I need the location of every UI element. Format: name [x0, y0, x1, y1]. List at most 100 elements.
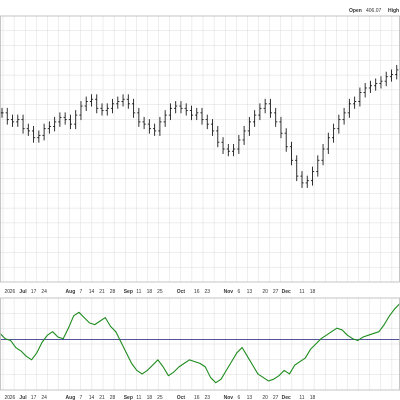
price-bar [231, 144, 236, 157]
price-bar [226, 144, 230, 157]
price-bar [168, 103, 173, 121]
price-bar [321, 144, 325, 166]
price-bars [0, 64, 399, 188]
price-bar [121, 94, 125, 107]
price-bar [263, 98, 267, 114]
price-bar [131, 98, 136, 118]
price-bar [205, 114, 209, 130]
price-bar [337, 114, 341, 134]
x-axis-bottom-day-label: 17 [31, 395, 37, 400]
price-bar [163, 110, 167, 127]
price-bar [16, 114, 20, 127]
price-bar [342, 107, 346, 125]
price-bar [316, 155, 320, 177]
x-axis-top-day-label: 17 [31, 289, 37, 295]
price-bar [116, 96, 120, 109]
price-bar [221, 137, 225, 154]
high-label: High [388, 8, 399, 14]
price-bar [295, 155, 299, 182]
price-bar [389, 69, 394, 82]
price-bar [58, 112, 62, 127]
open-value: 406.07 [366, 8, 382, 14]
x-axis-top-month-label: Sep [124, 289, 133, 295]
x-axis-bottom-month-label: Sep [124, 395, 133, 400]
price-bar [368, 80, 373, 93]
x-axis-top-day-label: 24 [41, 289, 47, 295]
price-bar [84, 96, 88, 112]
x-axis-bottom-day-label: 11 [299, 395, 304, 400]
price-bar [47, 121, 51, 134]
price-bar [31, 125, 36, 143]
price-bar [268, 98, 273, 118]
price-bar [395, 64, 399, 80]
price-bar [137, 107, 141, 127]
price-bar [331, 123, 336, 143]
x-axis-top-day-label: 11 [299, 289, 304, 295]
price-bar [289, 141, 294, 166]
price-bar [153, 123, 157, 136]
x-axis-top-day-label: 14 [89, 289, 95, 295]
x-axis-bottom-day-label: 24 [41, 395, 47, 400]
x-axis-bottom-day-label: 20 [4, 395, 10, 400]
price-bar [237, 134, 241, 154]
x-axis-top-day-label: 18 [147, 289, 153, 295]
price-bar [184, 103, 188, 116]
price-bar [200, 107, 204, 125]
x-axis-bottom-day-label: 23 [204, 395, 210, 400]
price-bar [179, 101, 183, 114]
price-bar [158, 116, 162, 136]
price-bar [310, 166, 315, 186]
price-bar [374, 78, 378, 91]
x-axis-top-day-label: 20 [4, 289, 10, 295]
price-bar [100, 103, 104, 116]
x-axis-top-day-label: 27 [273, 289, 279, 295]
x-axis-bottom-month-label: Nov [224, 395, 234, 400]
price-bar [142, 116, 146, 130]
price-bar [74, 110, 78, 130]
price-bar [258, 103, 262, 121]
indicator-lines [0, 303, 400, 384]
x-axis-top-month-label: Nov [224, 289, 234, 295]
price-bar [5, 107, 9, 125]
price-bar [384, 71, 388, 87]
x-axis-top-day-label: 7 [80, 289, 83, 295]
price-bar [37, 130, 41, 143]
price-bar [174, 101, 178, 114]
indicator-series-line [0, 303, 400, 384]
price-bar [89, 94, 94, 107]
x-axis-bottom-month-label: Jul [19, 395, 27, 400]
header-readout: Open 406.07 High [349, 8, 399, 14]
price-bar [105, 103, 109, 116]
price-bar [210, 119, 215, 136]
x-axis-top-day-label: 23 [204, 289, 210, 295]
x-axis-bottom-day-label: 28 [110, 395, 116, 400]
price-bar [21, 114, 25, 134]
x-axis-bottom-month-label: Oct [177, 395, 186, 400]
x-axis-bottom-day-label: 18 [310, 395, 316, 400]
x-axis-top-month-label: Oct [177, 289, 186, 295]
x-axis-top-day-label: 16 [194, 289, 200, 295]
price-bar [68, 114, 73, 130]
price-bar [216, 125, 220, 148]
x-axis-bottom-day-label: 20 [262, 395, 268, 400]
x-axis-bottom-day-label: 6 [237, 395, 240, 400]
price-bar [284, 128, 288, 152]
x-axis-bottom-day-label: 18 [147, 395, 153, 400]
price-bar [247, 116, 251, 136]
price-bar [79, 101, 83, 121]
price-bar [274, 107, 278, 127]
x-axis-top-day-label: 25 [157, 289, 163, 295]
x-axis-top-day-label: 18 [310, 289, 316, 295]
price-bar [242, 125, 246, 145]
x-axis-bottom-day-label: 26 [10, 395, 16, 400]
price-bar [347, 98, 351, 118]
price-bar [358, 87, 362, 107]
x-axis-top-day-label: 11 [136, 289, 141, 295]
x-axis-bottom-day-label: 14 [89, 395, 95, 400]
x-axis-top-month-label: Jul [19, 289, 27, 295]
